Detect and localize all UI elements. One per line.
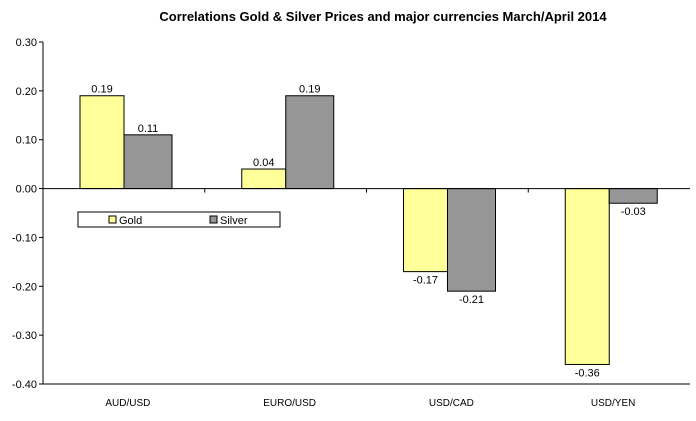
bar-gold xyxy=(79,95,125,190)
y-tick-label: -0.30 xyxy=(12,330,37,342)
data-label: 0.19 xyxy=(299,84,320,96)
data-label: -0.03 xyxy=(621,206,646,218)
legend xyxy=(77,211,281,228)
data-label: 0.04 xyxy=(253,157,274,169)
x-tick-label: EURO/USD xyxy=(263,398,316,409)
bar-gold xyxy=(564,188,610,365)
data-label: -0.21 xyxy=(459,294,484,306)
y-tick-label: 0.10 xyxy=(16,135,37,147)
data-label: -0.17 xyxy=(413,275,438,287)
y-tick-label: -0.10 xyxy=(12,232,37,244)
chart-title: Correlations Gold & Silver Prices and ma… xyxy=(159,9,607,24)
y-tick-label: -0.20 xyxy=(12,281,37,293)
data-label: 0.11 xyxy=(138,123,159,135)
legend-swatch-silver xyxy=(209,215,218,224)
legend-label-silver: Silver xyxy=(220,215,248,227)
bar-silver xyxy=(123,134,173,190)
data-label: 0.19 xyxy=(91,84,112,96)
x-tick-label: AUD/USD xyxy=(105,398,150,409)
bar-silver xyxy=(285,95,335,190)
x-tick-label: USD/CAD xyxy=(429,398,474,409)
x-tick-label: USD/YEN xyxy=(591,398,635,409)
y-tick-label: -0.40 xyxy=(12,379,37,391)
data-label: -0.36 xyxy=(575,367,600,379)
bar-gold xyxy=(241,168,287,190)
bar-silver xyxy=(447,188,496,292)
y-tick-label: 0.20 xyxy=(16,86,37,98)
bar-silver xyxy=(608,188,658,204)
legend-swatch-gold xyxy=(108,215,117,224)
y-tick-label: 0.30 xyxy=(16,37,37,49)
y-tick-label: 0.00 xyxy=(16,184,37,196)
legend-label-gold: Gold xyxy=(119,215,142,227)
bar-gold xyxy=(403,188,448,273)
